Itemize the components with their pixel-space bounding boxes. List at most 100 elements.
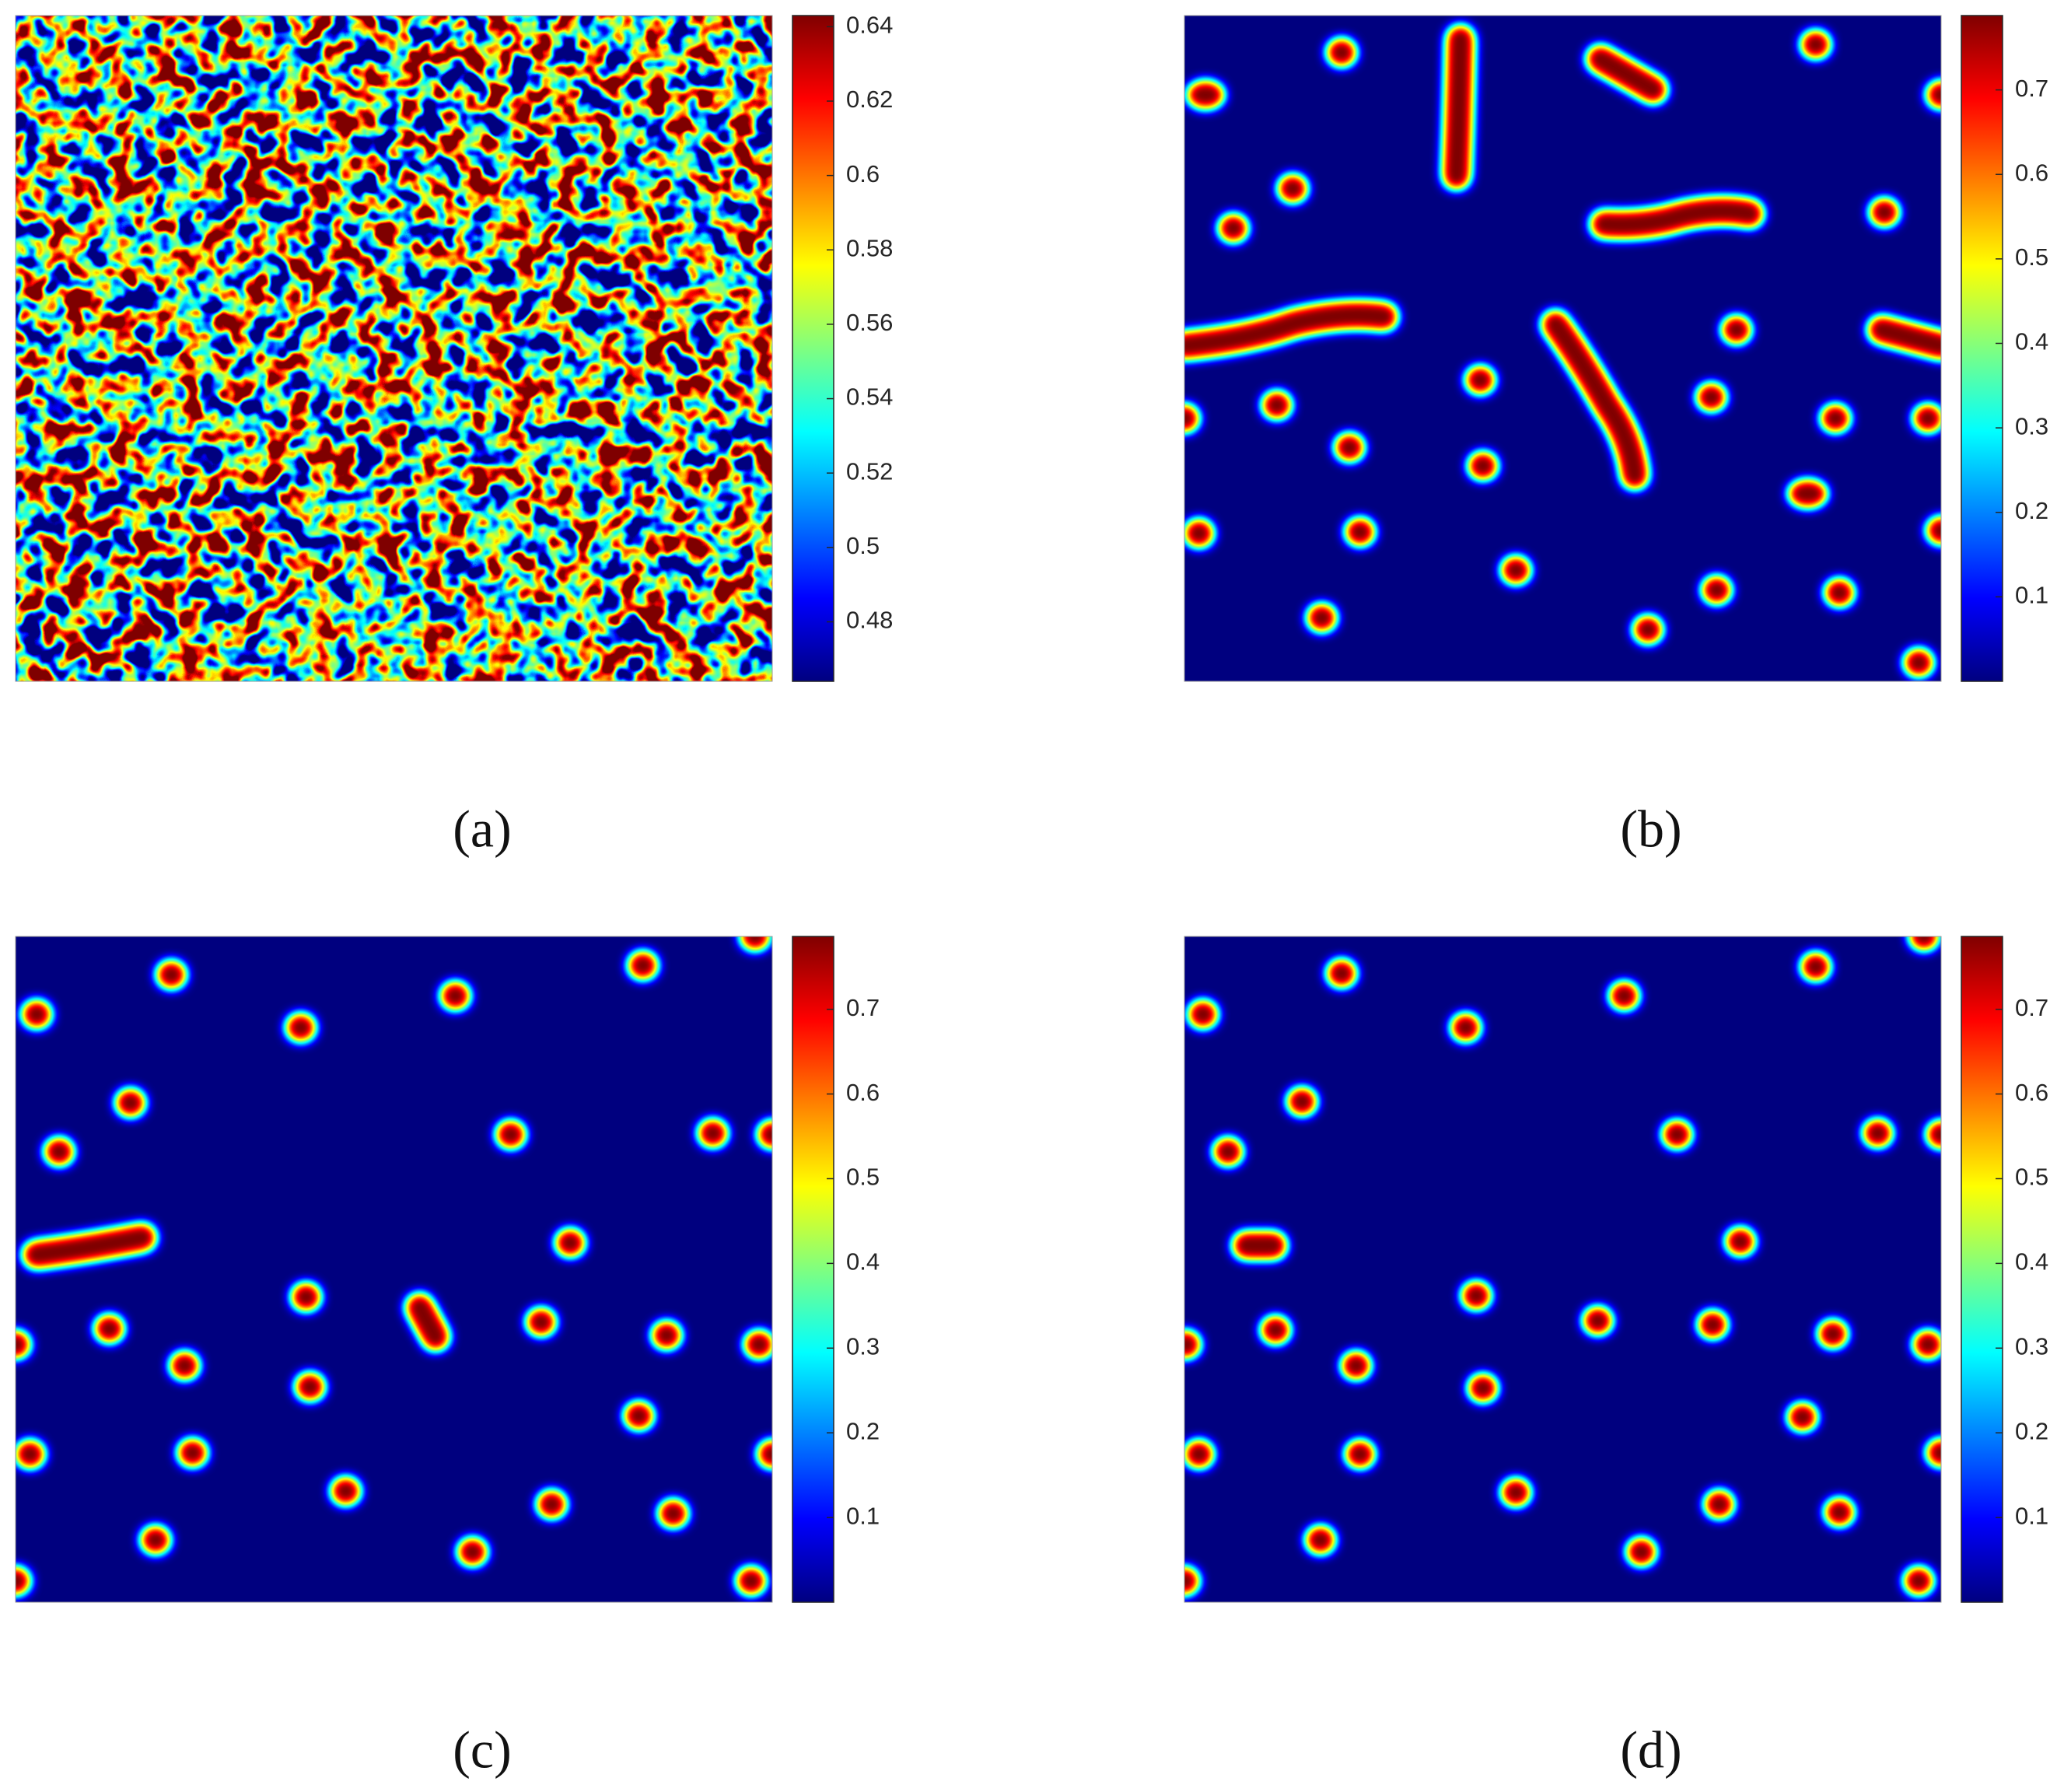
- colorbar-tick-label: 0.2: [2015, 497, 2048, 524]
- colorbar-tick-label: 0.6: [846, 1079, 880, 1106]
- spot: [1187, 999, 1219, 1030]
- spot: [1724, 1227, 1756, 1257]
- colorbar-tick-label: 0.7: [846, 994, 880, 1021]
- spot: [1326, 37, 1358, 68]
- rod: [404, 1293, 450, 1352]
- colorbar-tick-label: 0.6: [2015, 159, 2048, 186]
- colorbar-tick-label: 0.2: [846, 1417, 880, 1444]
- heatmap: [16, 936, 772, 1602]
- rod: [1585, 44, 1668, 105]
- spot: [1344, 1439, 1376, 1469]
- colorbar-tick-label: 0.4: [2015, 328, 2048, 355]
- spot: [16, 1439, 46, 1469]
- heatmap: [1184, 936, 1941, 1602]
- heatmap: [16, 16, 772, 681]
- spot: [1926, 1437, 1941, 1468]
- colorbar: [1961, 15, 2003, 682]
- spot: [536, 1489, 568, 1520]
- spot: [1286, 1087, 1318, 1117]
- spot: [1625, 1537, 1657, 1567]
- panel-label: (a): [453, 800, 511, 859]
- spot: [139, 1525, 171, 1556]
- colorbar-tick-label: 0.64: [846, 12, 893, 39]
- field: [1184, 936, 1941, 1602]
- spot: [1912, 1329, 1941, 1360]
- spot: [1912, 403, 1941, 433]
- panel: 0.1 0.2 0.3 0.4 0.5 0.6 0.7 (c): [15, 936, 880, 1780]
- colorbar-tick-label: 0.5: [846, 532, 880, 559]
- spot: [1500, 555, 1532, 586]
- spot: [1824, 1497, 1856, 1528]
- field-bg: [16, 936, 772, 1602]
- heatmap-frame: [15, 936, 773, 1603]
- rod: [1866, 315, 1941, 361]
- spot: [1464, 365, 1496, 395]
- spot: [439, 981, 471, 1011]
- spot: [1304, 1525, 1336, 1556]
- spot: [1824, 578, 1856, 608]
- spot: [1184, 1566, 1200, 1596]
- heatmap-frame: [15, 15, 773, 682]
- colorbar-tick-label: 0.4: [846, 1248, 880, 1276]
- rod: [1589, 196, 1765, 240]
- spot: [1695, 382, 1727, 412]
- colorbar-tick-label: 0.48: [846, 607, 893, 634]
- spot: [1800, 952, 1831, 982]
- spot: [651, 1320, 683, 1350]
- panel-label: (b): [1620, 800, 1681, 859]
- spot: [1184, 403, 1200, 433]
- spot: [1720, 315, 1752, 345]
- spot: [735, 1566, 767, 1596]
- colorbar-tick-label: 0.1: [2015, 1502, 2048, 1529]
- spot: [1787, 478, 1828, 509]
- spot: [1632, 614, 1664, 645]
- field: [1184, 16, 1941, 681]
- rod: [1441, 24, 1475, 191]
- colorbar-tick-label: 0.62: [846, 86, 893, 113]
- spot: [697, 1118, 729, 1149]
- panel: 0.48 0.5 0.52 0.54 0.56 0.58 0.6 0.62 0.64 (a): [15, 12, 893, 859]
- spot: [1500, 1477, 1532, 1507]
- spot: [1903, 1566, 1935, 1596]
- spot: [1334, 432, 1366, 463]
- field-bg: [1184, 936, 1941, 1602]
- spot: [1908, 936, 1940, 951]
- spot: [1903, 648, 1935, 678]
- spot: [757, 1439, 772, 1469]
- colorbar-tick-label: 0.7: [2015, 75, 2048, 102]
- field: [16, 936, 772, 1602]
- spot: [627, 950, 659, 981]
- spot: [16, 1329, 31, 1360]
- spot: [1461, 1280, 1492, 1311]
- colorbar-tick-label: 0.1: [2015, 582, 2048, 609]
- spot: [1467, 1373, 1499, 1403]
- colorbar: [792, 15, 834, 682]
- spot: [156, 960, 187, 990]
- panel-label: (c): [453, 1720, 511, 1780]
- spot: [1212, 1136, 1244, 1167]
- spot: [1701, 575, 1733, 605]
- spot: [1186, 79, 1226, 110]
- colorbar-tick-label: 0.3: [2015, 1332, 2048, 1360]
- colorbar-tick-label: 0.58: [846, 234, 893, 261]
- spot: [757, 1119, 772, 1150]
- colorbar: [792, 936, 834, 1603]
- spot: [21, 999, 53, 1030]
- spot: [169, 1350, 201, 1381]
- panel: 0.1 0.2 0.3 0.4 0.5 0.6 0.7 (d): [1184, 936, 2048, 1780]
- spot: [743, 1329, 772, 1360]
- spot: [1800, 30, 1831, 60]
- spot: [1862, 1118, 1894, 1149]
- colorbar-tick-label: 0.56: [846, 309, 893, 336]
- spot: [1820, 403, 1852, 433]
- spot: [1277, 173, 1309, 204]
- spot: [93, 1314, 125, 1344]
- spot: [1261, 390, 1293, 420]
- colorbar-tick-label: 0.1: [846, 1502, 880, 1529]
- spot: [1450, 1013, 1482, 1043]
- spot: [1817, 1319, 1849, 1349]
- noise-field: [16, 16, 772, 681]
- spot: [285, 1013, 317, 1043]
- spot: [1697, 1310, 1729, 1340]
